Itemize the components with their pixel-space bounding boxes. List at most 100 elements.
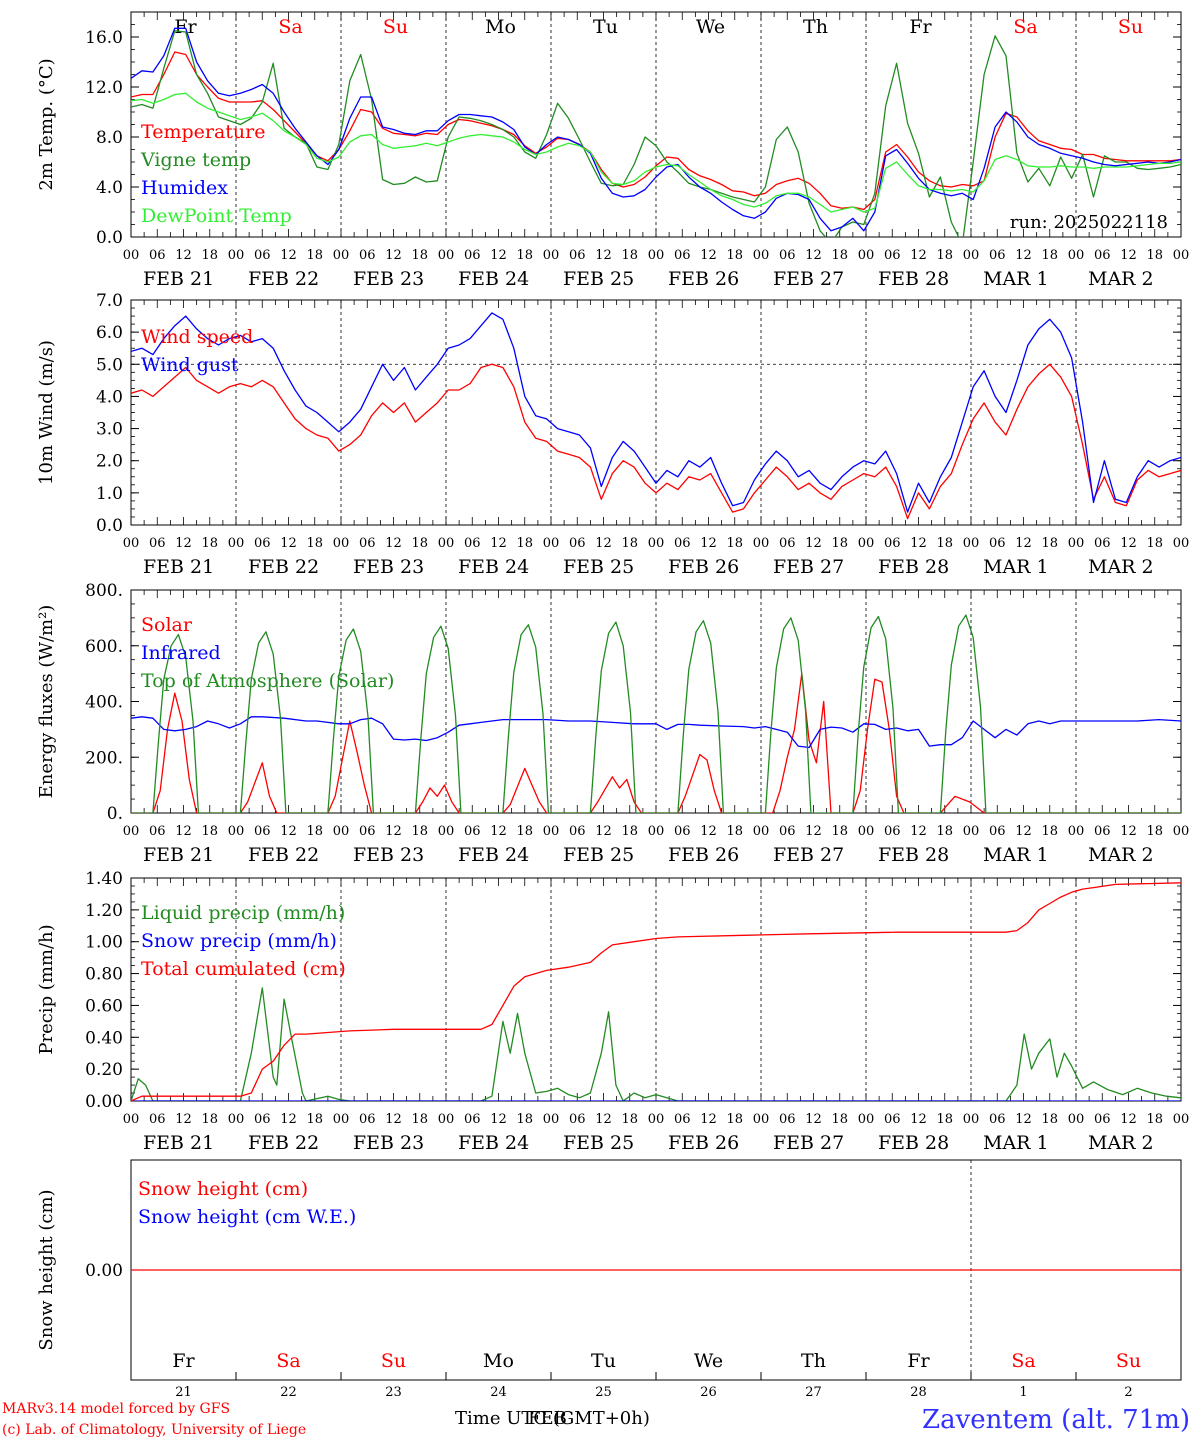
- hour-tick-label: 00: [1173, 1112, 1190, 1127]
- hour-tick-label: 12: [490, 248, 507, 263]
- hour-tick-label: 06: [989, 248, 1006, 263]
- y-tick-label: 16.0: [85, 28, 123, 48]
- hour-tick-label: 00: [963, 1112, 980, 1127]
- day-number-label: 21: [175, 1385, 192, 1400]
- hour-tick-label: 18: [936, 248, 953, 263]
- hour-tick-label: 06: [569, 248, 586, 263]
- hour-tick-label: 06: [464, 248, 481, 263]
- day-number-label: 23: [385, 1385, 402, 1400]
- y-tick-label: 4.0: [96, 178, 123, 198]
- hour-tick-label: 12: [175, 536, 192, 551]
- hour-tick-label: 00: [753, 1112, 770, 1127]
- hour-tick-label: 00: [963, 536, 980, 551]
- hour-tick-label: 18: [1041, 536, 1058, 551]
- hour-tick-label: 18: [1146, 824, 1163, 839]
- hour-tick-label: 18: [936, 1112, 953, 1127]
- hour-tick-label: 00: [753, 536, 770, 551]
- hour-tick-label: 06: [1094, 248, 1111, 263]
- hour-tick-label: 18: [726, 1112, 743, 1127]
- hour-tick-label: 12: [280, 248, 297, 263]
- hour-tick-label: 00: [543, 536, 560, 551]
- hour-tick-label: 00: [648, 536, 665, 551]
- hour-tick-label: 12: [385, 248, 402, 263]
- y-tick-label: 3.0: [96, 420, 123, 440]
- hour-tick-label: 06: [884, 248, 901, 263]
- hour-tick-label: 18: [936, 824, 953, 839]
- y-tick-label: 400.: [85, 693, 123, 713]
- weekday-label: Fr: [172, 1350, 195, 1372]
- hour-tick-label: 06: [254, 248, 271, 263]
- date-label: FEB 25: [563, 268, 634, 290]
- weekday-label: Sa: [1011, 1350, 1035, 1372]
- day-number-label: 25: [595, 1385, 612, 1400]
- date-label: FEB 23: [353, 1132, 424, 1154]
- hour-tick-label: 12: [805, 248, 822, 263]
- hour-tick-label: 18: [1041, 248, 1058, 263]
- date-label: FEB 27: [773, 844, 844, 866]
- hour-tick-label: 06: [989, 536, 1006, 551]
- date-label: FEB 28: [878, 268, 949, 290]
- hour-tick-label: 18: [621, 536, 638, 551]
- y-tick-label: 200.: [85, 748, 123, 768]
- hour-tick-label: 00: [438, 1112, 455, 1127]
- hour-tick-label: 06: [989, 1112, 1006, 1127]
- hour-tick-label: 18: [306, 248, 323, 263]
- hour-tick-label: 18: [306, 1112, 323, 1127]
- hour-tick-label: 00: [858, 536, 875, 551]
- station-label: Zaventem (alt. 71m): [922, 1405, 1190, 1435]
- hour-tick-label: 00: [333, 1112, 350, 1127]
- series-line-wind-gust: [131, 312, 1181, 513]
- hour-tick-label: 00: [543, 824, 560, 839]
- hour-tick-label: 18: [831, 1112, 848, 1127]
- legend-entry: Vigne temp: [140, 149, 251, 171]
- weekday-label: Tu: [591, 1350, 616, 1372]
- hour-tick-label: 18: [411, 536, 428, 551]
- hour-tick-label: 12: [490, 536, 507, 551]
- hour-tick-label: 00: [1173, 824, 1190, 839]
- date-label: FEB 24: [458, 1132, 529, 1154]
- y-tick-label: 0.0: [96, 516, 123, 536]
- hour-tick-label: 00: [753, 248, 770, 263]
- hour-tick-label: 18: [516, 536, 533, 551]
- weekday-label: Mo: [485, 16, 516, 38]
- hour-tick-label: 18: [201, 536, 218, 551]
- date-label: FEB 27: [773, 268, 844, 290]
- date-label: FEB 22: [248, 1132, 319, 1154]
- hour-tick-label: 00: [228, 824, 245, 839]
- hour-tick-label: 00: [123, 1112, 140, 1127]
- date-label: FEB 28: [878, 556, 949, 578]
- date-label: MAR 2: [1088, 1132, 1154, 1154]
- weekday-label: Sa: [1013, 16, 1037, 38]
- hour-tick-label: 18: [201, 248, 218, 263]
- hour-tick-label: 06: [884, 536, 901, 551]
- panel-4: 0.00 0.20 0.40 0.60 0.80 1.00 1.20 1.40 Precip (…: [36, 869, 1189, 1154]
- date-label: FEB 26: [668, 1132, 739, 1154]
- panel-2: 0.0 1.0 2.0 3.0 4.0 5.0 6.0 7.0 10m Wind (m/s) 00…: [36, 291, 1189, 578]
- hour-tick-label: 06: [1094, 536, 1111, 551]
- hour-tick-label: 00: [1068, 536, 1085, 551]
- hour-tick-label: 18: [831, 536, 848, 551]
- date-label: FEB 22: [248, 268, 319, 290]
- hour-tick-label: 06: [254, 824, 271, 839]
- panel-1: 0.0 4.0 8.0 12.0 16.0 2m Temp. (°C) 00 06 12 18 FE…: [36, 11, 1189, 290]
- hour-tick-label: 00: [1068, 824, 1085, 839]
- hour-tick-label: 12: [805, 824, 822, 839]
- hour-tick-label: 12: [1015, 1112, 1032, 1127]
- hour-tick-label: 12: [595, 824, 612, 839]
- weekday-label: Fr: [174, 16, 197, 38]
- date-label: MAR 2: [1088, 556, 1154, 578]
- date-label: MAR 1: [983, 268, 1049, 290]
- hour-tick-label: 18: [306, 824, 323, 839]
- hour-tick-label: 18: [516, 824, 533, 839]
- date-label: FEB 21: [143, 268, 214, 290]
- hour-tick-label: 12: [700, 248, 717, 263]
- hour-tick-label: 12: [280, 1112, 297, 1127]
- hour-tick-label: 12: [805, 1112, 822, 1127]
- weekday-label: Su: [383, 16, 408, 38]
- date-label: MAR 1: [983, 1132, 1049, 1154]
- date-label: FEB 23: [353, 556, 424, 578]
- hour-tick-label: 00: [438, 536, 455, 551]
- hour-tick-label: 18: [1041, 1112, 1058, 1127]
- hour-tick-label: 00: [648, 248, 665, 263]
- hour-tick-label: 00: [333, 536, 350, 551]
